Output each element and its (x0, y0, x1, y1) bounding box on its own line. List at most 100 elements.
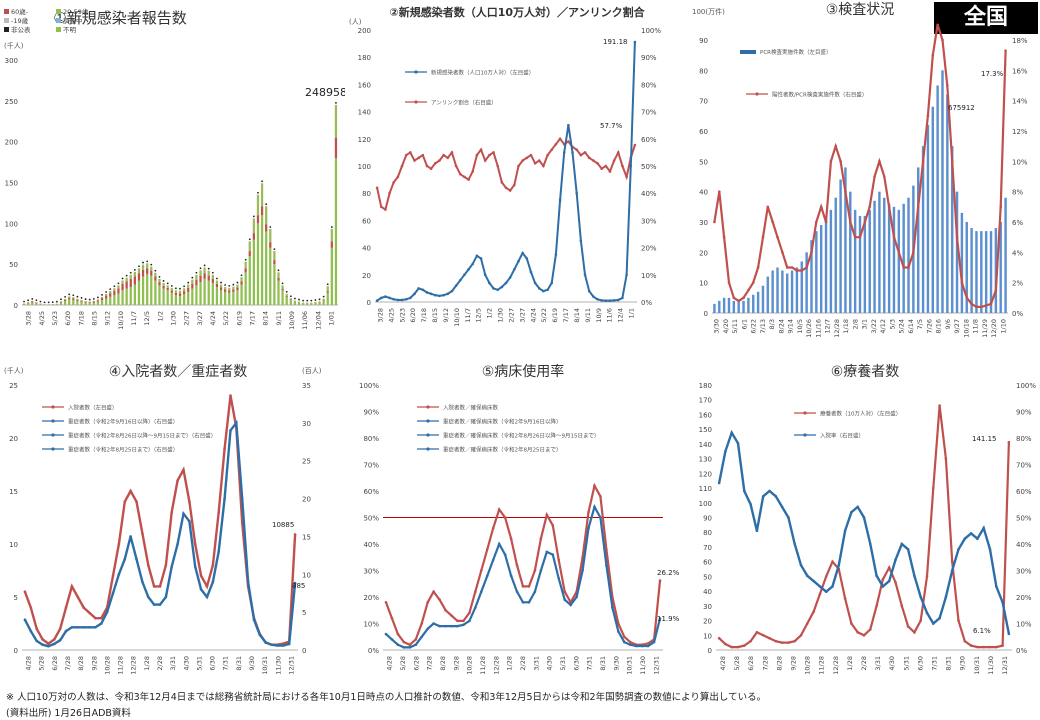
y-tick-label: 30 (699, 219, 708, 227)
y-tick-label: 120 (358, 136, 371, 144)
y-tick-label: 80 (699, 67, 708, 75)
bar (125, 281, 128, 289)
series-per100k-line-point (583, 273, 587, 277)
bar (950, 146, 954, 313)
x-tick-label: 3/28 (25, 311, 33, 326)
series-positivity-line-point (819, 205, 823, 209)
series-per100k-line-point (375, 299, 379, 302)
bar-total-dot (252, 215, 255, 218)
series-unlinked-line-point (612, 159, 616, 162)
y-tick-label: 30 (703, 603, 712, 611)
series-bed-use-line-point (456, 619, 459, 623)
series-bed-use-line-point (617, 622, 620, 625)
legend-item-label: 重症者数（令和2年8月26日以降～9月15日まで）（右目盛） (68, 432, 216, 440)
series-inpatients-line-point (158, 585, 162, 588)
series-recuperating-line-point (799, 633, 803, 637)
series-admission-rate-line-point (919, 595, 922, 599)
series-severe-line-point (152, 603, 156, 606)
y-tick-label: 50 (703, 573, 712, 581)
series-severe-bed-line-point (527, 601, 531, 604)
bar (27, 302, 30, 304)
series-per100k-line-point (413, 292, 416, 296)
bar-total-dot (216, 277, 218, 280)
series-per100k-line-point (417, 287, 420, 290)
series-severe-line-point (129, 535, 132, 538)
bar (68, 297, 71, 300)
bar (289, 300, 292, 305)
bar (252, 218, 255, 234)
x-tick-label: 10/9 (595, 308, 603, 323)
series-bed-use-line-point (563, 590, 567, 593)
legend-item-swatch-dot (426, 405, 430, 409)
series-recuperating-line-point (881, 578, 885, 581)
y2-tick-label: 0% (1016, 647, 1027, 655)
bar (170, 290, 173, 293)
series-severe-bed-line-point (474, 606, 477, 609)
series-admission-rate-line-point (906, 548, 910, 551)
series-positivity-line-point (722, 235, 726, 239)
series-severe-line-point (264, 641, 268, 644)
series-unlinked-line-point (587, 156, 591, 160)
bar (211, 278, 214, 283)
series-recuperating-line (718, 405, 1010, 649)
bar-total-dot (47, 301, 50, 304)
series-severe-bed-line-point (557, 577, 561, 580)
series-positivity-line-point (989, 302, 993, 306)
x-tick-label: 9/12 (104, 311, 112, 326)
series-unlinked-line-point (616, 151, 620, 154)
x-tick-label: 6/14 (907, 319, 915, 334)
series-admission-rate-line-point (969, 532, 973, 535)
series-unlinked-line-point (504, 186, 508, 190)
bar (182, 291, 186, 295)
series-severe-bed-line-point (420, 635, 424, 639)
p5-svg: ⑤病床使用率 0% 10% 20% 30% 40% 50% 60% 70% 80% 90% 100% 4… (359, 363, 680, 675)
series-positivity-line-point (776, 235, 779, 239)
series-unlinked-line-point (442, 153, 445, 157)
bar-total-dot (236, 281, 239, 284)
p4-svg: ④入院者数／重症者数 (千人) (百人) 0 5 10 15 20 25 0 5 10 15 20 25 30… (4, 364, 322, 675)
bar (215, 280, 219, 284)
series-per100k-line-point (604, 299, 608, 302)
y2-tick-label: 80% (641, 81, 657, 89)
series-severe-line-point (88, 625, 91, 629)
bar (113, 290, 116, 296)
x-tick-label: 8/31 (599, 656, 607, 671)
x-tick-label: 11/28 (117, 656, 125, 675)
series-unlinked-line-point (525, 156, 529, 160)
series-unlinked-line-point (600, 167, 603, 171)
x-tick-label: 5/22 (540, 308, 548, 323)
series-recuperating-line-point (831, 560, 834, 563)
series-severe-bed-line-point (485, 574, 489, 578)
series-severe-line-point (158, 603, 162, 606)
bar (121, 283, 124, 291)
bar (133, 271, 136, 277)
series-admission-rate-line-point (925, 611, 929, 615)
series-recuperating-line-point (969, 644, 973, 647)
y-tick-label: 5 (14, 594, 18, 602)
bar (955, 191, 959, 313)
x-tick-label: 7/31 (586, 656, 594, 671)
legend-label: 60歳- (11, 7, 29, 16)
series-recuperating-line-point (950, 560, 954, 563)
bar-total-dot (84, 298, 87, 300)
bar (129, 274, 132, 279)
bar (76, 300, 79, 305)
x-tick-label: 8/28 (439, 656, 447, 671)
series-admission-rate-line-point (799, 563, 803, 567)
bar (265, 206, 268, 225)
bar (926, 124, 930, 313)
series-unlinked-line-point (438, 159, 441, 162)
series-recuperating-line-point (812, 610, 815, 614)
series-severe-line-point (146, 595, 150, 599)
bar (273, 260, 276, 265)
series-severe-bed-line-point (402, 646, 406, 649)
y2-axis-label: (百人) (302, 367, 322, 375)
bar-total-dot (43, 301, 46, 304)
y-tick-label: 25 (9, 382, 18, 390)
bar (994, 228, 998, 313)
series-positivity-line-point (727, 281, 731, 284)
series-unlinked-line-point (558, 137, 562, 141)
chart-testing: ③検査状況 100(万件) 0 10 20 30 40 50 60 70 80 90 0% 2% 4% 6% 8… (690, 0, 1040, 345)
y2-tick-label: 2% (1012, 280, 1023, 288)
y-tick-label: 300 (5, 57, 18, 65)
